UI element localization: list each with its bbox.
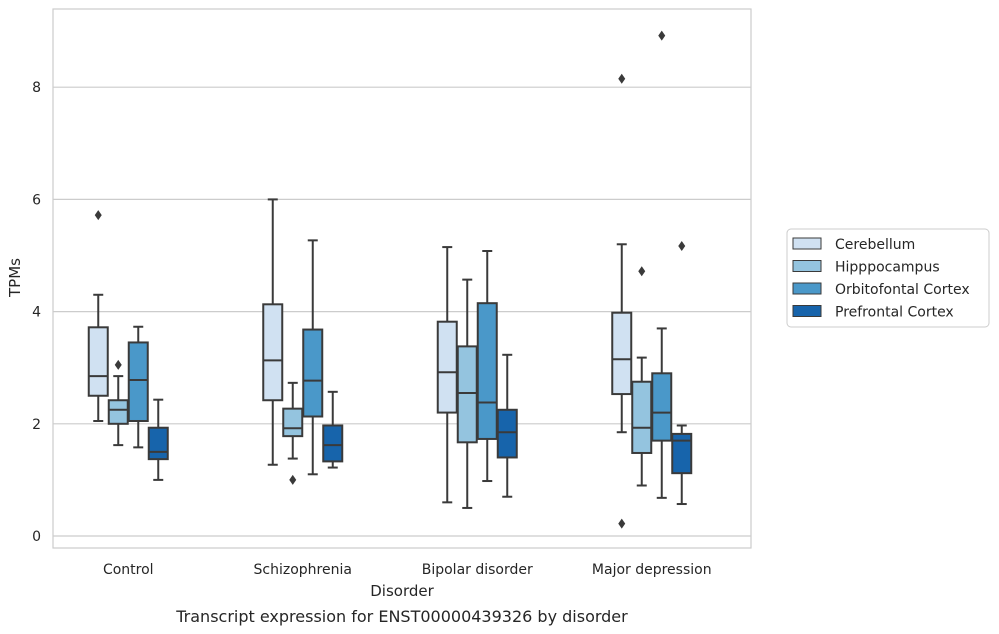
legend-item: Hipppocampus: [792, 260, 940, 276]
box: [302, 239, 324, 476]
iqr-box: [496, 408, 518, 459]
box: [671, 240, 693, 506]
y-tick-label: 0: [32, 529, 41, 545]
iqr-box: [631, 380, 653, 454]
iqr-box: [87, 326, 109, 397]
box: [262, 198, 284, 466]
category-group: [87, 210, 169, 481]
outlier-point: [638, 266, 646, 277]
box: [611, 73, 633, 529]
box: [127, 325, 149, 449]
legend-swatch: [792, 237, 822, 250]
iqr-box: [456, 345, 478, 444]
iqr-box: [282, 407, 304, 438]
outlier-point: [658, 30, 666, 41]
outlier-point: [618, 518, 626, 529]
box: [436, 246, 458, 504]
outlier-point: [289, 474, 297, 485]
x-tick-labels: Control Schizophrenia Bipolar disorder Majo…: [103, 562, 712, 578]
y-tick-label: 8: [32, 80, 41, 96]
outlier-point: [618, 73, 626, 84]
x-tick-label: Schizophrenia: [254, 562, 352, 578]
x-tick-label: Bipolar disorder: [422, 562, 533, 578]
legend-label: Prefrontal Cortex: [835, 305, 954, 321]
y-tick-label: 6: [32, 192, 41, 208]
legend-item: Prefrontal Cortex: [792, 305, 954, 321]
category-group: [262, 198, 344, 485]
box: [282, 381, 304, 485]
legend-swatch: [792, 260, 822, 272]
legend-item: Orbitofontal Cortex: [792, 282, 970, 298]
legend-swatch: [792, 282, 822, 295]
iqr-box: [476, 302, 498, 440]
iqr-box: [671, 432, 693, 475]
legend-label: Orbitofontal Cortex: [835, 282, 970, 298]
legend-label: Hipppocampus: [835, 260, 940, 276]
x-tick-label: Major depression: [592, 562, 712, 578]
chart-caption: Transcript expression for ENST0000043932…: [175, 607, 628, 626]
box: [496, 353, 518, 498]
plot-area: [52, 8, 752, 549]
box: [322, 390, 344, 469]
legend-frame: [786, 228, 990, 328]
y-tick-labels: 0 2 4 6 8: [32, 80, 41, 545]
x-tick-label: Control: [103, 562, 154, 578]
category-group: [436, 246, 518, 509]
iqr-box: [322, 424, 344, 463]
box: [87, 210, 109, 422]
category-group: [611, 30, 693, 529]
legend-label: Cerebellum: [835, 237, 915, 253]
iqr-box: [147, 426, 169, 461]
box: [147, 398, 169, 481]
box: [476, 250, 498, 483]
iqr-box: [611, 311, 633, 396]
legend-swatch: [792, 305, 822, 317]
iqr-box: [107, 399, 129, 425]
box: [651, 30, 673, 499]
box: [107, 359, 129, 447]
iqr-box: [262, 303, 284, 402]
x-axis-label: Disorder: [370, 582, 434, 600]
y-axis-label: TPMs: [6, 258, 24, 298]
y-tick-label: 2: [32, 417, 41, 433]
outlier-point: [94, 210, 102, 221]
y-tick-label: 4: [32, 305, 41, 321]
outlier-point: [114, 359, 122, 370]
legend: Cerebellum Hipppocampus Orbitofontal Corte…: [786, 228, 990, 328]
iqr-box: [651, 372, 673, 442]
legend-item: Cerebellum: [792, 237, 915, 253]
iqr-box: [302, 328, 324, 418]
box: [456, 278, 478, 509]
box: [631, 266, 653, 487]
box-groups: [87, 30, 693, 529]
outlier-point: [678, 240, 686, 251]
iqr-box: [127, 341, 149, 422]
iqr-box: [436, 320, 458, 414]
